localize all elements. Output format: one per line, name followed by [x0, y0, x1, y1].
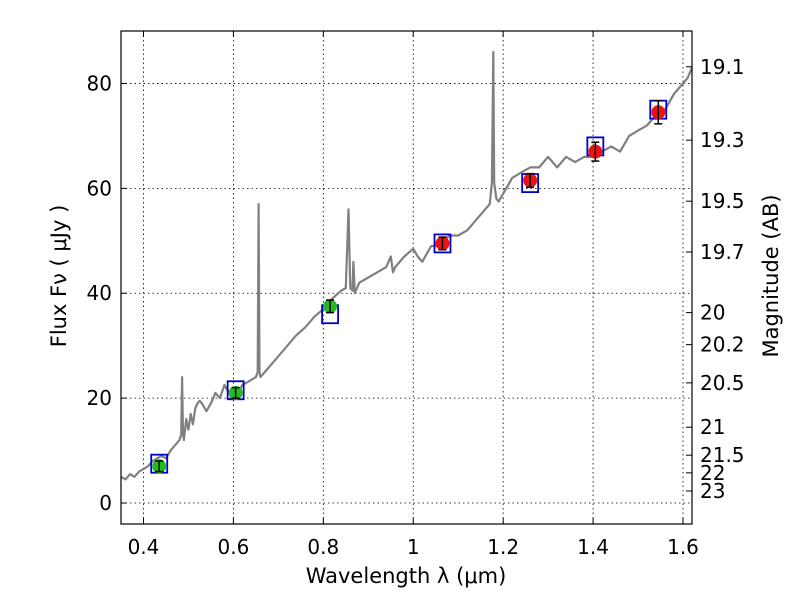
- right-tick-label: 19.5: [700, 189, 745, 213]
- y-tick-label: 40: [87, 281, 112, 305]
- spectrum-line: [120, 50, 694, 481]
- x-tick-label: 0.6: [217, 535, 249, 559]
- x-axis-label: Wavelength λ (μm): [306, 564, 507, 588]
- right-tick-label: 23: [700, 479, 725, 503]
- x-tick-label: 0.8: [307, 535, 339, 559]
- y-axis-label: Flux Fν ( μJy ): [47, 205, 71, 348]
- right-tick-label: 21: [700, 415, 725, 439]
- model-photometry-point: [433, 233, 452, 254]
- y-tick-label: 20: [87, 386, 112, 410]
- x-tick-label: 1.4: [577, 535, 609, 559]
- x-tick-label: 1.2: [487, 535, 519, 559]
- right-tick-label: 19.1: [700, 55, 745, 79]
- axis-ticks: 0.4 0.6 0.8 1 1.2 1.4 1.6 0 20 40 60 80 19.1 19.3 19.5…: [87, 31, 745, 559]
- y-tick-label: 0: [99, 491, 112, 515]
- right-tick-label: 22: [700, 461, 725, 485]
- y-tick-label: 80: [87, 71, 112, 95]
- x-tick-label: 1.6: [667, 535, 699, 559]
- right-tick-label: 20.2: [700, 333, 745, 357]
- right-tick-label: 20: [700, 301, 725, 325]
- right-tick-label: 21.5: [700, 443, 745, 467]
- x-tick-label: 0.4: [128, 535, 160, 559]
- y-tick-label: 60: [87, 176, 112, 200]
- plot-series: [120, 50, 694, 481]
- right-tick-label: 20.5: [700, 371, 745, 395]
- right-axis-label: Magnitude (AB): [759, 194, 783, 357]
- right-tick-label: 19.3: [700, 128, 745, 152]
- right-tick-label: 19.7: [700, 240, 745, 264]
- grid: [121, 31, 692, 524]
- plot-frame: [120, 30, 693, 525]
- x-tick-label: 1: [407, 535, 420, 559]
